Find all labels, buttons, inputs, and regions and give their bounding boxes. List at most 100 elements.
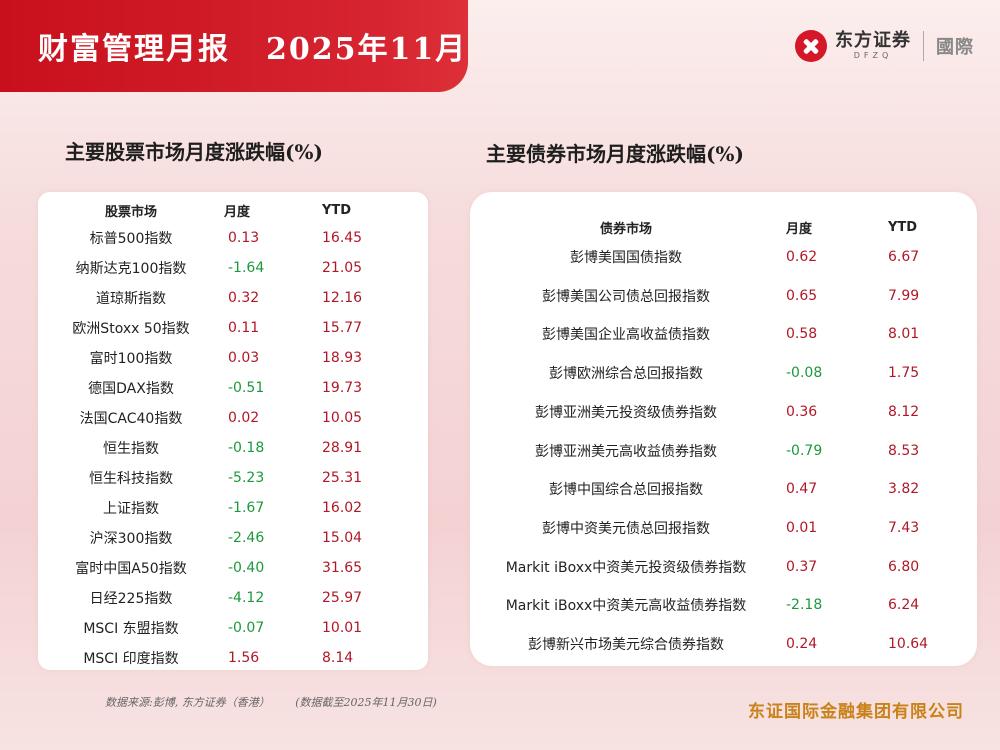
table-row: MSCI 东盟指数 -0.07 10.01 — [38, 618, 428, 638]
header-banner: 财富管理月报 2025年11月 — [0, 0, 468, 92]
row-month-change: 0.37 — [786, 558, 818, 575]
row-name: 沪深300指数 — [89, 531, 173, 547]
column-header-market: 股票市场 — [104, 204, 157, 220]
row-ytd-change: 6.24 — [888, 597, 920, 614]
row-ytd-change: 15.04 — [322, 530, 363, 546]
row-ytd-change: 6.67 — [888, 249, 920, 265]
row-ytd-change: 25.97 — [322, 590, 363, 606]
table-row: 沪深300指数 -2.46 15.04 — [38, 528, 428, 548]
row-month-change: -2.46 — [228, 530, 265, 546]
row-month-change: 0.36 — [786, 403, 818, 420]
row-ytd-change: 7.99 — [888, 287, 920, 304]
row-ytd-change: 12.16 — [322, 290, 363, 306]
row-ytd-change: 7.43 — [888, 519, 920, 536]
column-header-ytd: YTD — [322, 202, 352, 218]
table-row: 彭博美国公司债总回报指数 0.65 7.99 — [470, 286, 977, 306]
logo-name-en: DFZQ — [853, 51, 893, 60]
row-name: 恒生指数 — [103, 441, 159, 457]
row-name: 彭博中资美元债总回报指数 — [542, 520, 710, 537]
logo-divider — [923, 31, 924, 61]
row-ytd-change: 28.91 — [322, 440, 363, 456]
row-name: Markit iBoxx中资美元高收益债券指数 — [505, 598, 747, 615]
row-month-change: 0.32 — [228, 290, 260, 306]
logo-suffix: 國際 — [936, 37, 974, 58]
report-date: 2025年11月 — [266, 32, 468, 67]
table-header: 债券市场 月度 YTD — [470, 218, 977, 237]
column-header-month: 月度 — [786, 221, 813, 237]
logo-mark-icon — [795, 30, 827, 62]
row-month-change: 0.03 — [228, 350, 260, 366]
row-month-change: 0.11 — [228, 320, 260, 336]
row-ytd-change: 8.14 — [322, 650, 354, 666]
table-row: 富时中国A50指数 -0.40 31.65 — [38, 558, 428, 578]
logo-text: 东方证券 DFZQ — [835, 31, 911, 61]
row-ytd-change: 18.93 — [322, 350, 363, 366]
table-row: 彭博中国综合总回报指数 0.47 3.82 — [470, 479, 977, 499]
row-month-change: -0.08 — [786, 365, 823, 382]
row-name: 彭博美国公司债总回报指数 — [542, 288, 710, 305]
row-name: 德国DAX指数 — [88, 381, 174, 397]
table-header: 股票市场 月度 YTD — [38, 201, 428, 220]
row-month-change: 0.58 — [786, 326, 818, 343]
source-text: 数据来源:彭博, 东方证券（香港） — [105, 696, 270, 709]
table-row: 纳斯达克100指数 -1.64 21.05 — [38, 258, 428, 278]
table-row: MSCI 印度指数 1.56 8.14 — [38, 648, 428, 668]
row-ytd-change: 31.65 — [322, 560, 363, 576]
row-name: 上证指数 — [103, 501, 159, 517]
stock-table: 股票市场 月度 YTD 标普500指数 0.13 16.45 纳斯达克100指数 -1.… — [38, 192, 428, 670]
table-row: 恒生指数 -0.18 28.91 — [38, 438, 428, 458]
row-name: 彭博美国企业高收益债指数 — [542, 327, 710, 344]
row-month-change: 0.62 — [786, 249, 818, 265]
row-ytd-change: 8.12 — [888, 403, 920, 420]
column-header-ytd: YTD — [888, 219, 918, 235]
column-header-month: 月度 — [224, 204, 251, 220]
row-name: 富时100指数 — [89, 351, 173, 367]
row-name: 彭博中国综合总回报指数 — [549, 482, 703, 499]
table-row: 法国CAC40指数 0.02 10.05 — [38, 408, 428, 428]
row-ytd-change: 16.45 — [322, 230, 363, 246]
row-name: MSCI 东盟指数 — [83, 621, 179, 637]
row-ytd-change: 1.75 — [888, 365, 920, 382]
company-name: 东证国际金融集团有限公司 — [748, 702, 964, 722]
row-month-change: -4.12 — [228, 590, 265, 606]
table-row: 道琼斯指数 0.32 12.16 — [38, 288, 428, 308]
row-ytd-change: 10.64 — [888, 636, 929, 652]
row-name: 彭博欧洲综合总回报指数 — [549, 366, 703, 383]
table-row: 彭博美国国债指数 0.62 6.67 — [470, 247, 977, 267]
data-source-note: 数据来源:彭博, 东方证券（香港） (数据截至2025年11月30日) — [105, 694, 437, 710]
row-ytd-change: 8.53 — [888, 442, 920, 459]
row-month-change: -2.18 — [786, 597, 823, 614]
row-name: 富时中国A50指数 — [75, 561, 187, 577]
row-name: 日经225指数 — [89, 591, 173, 607]
row-name: MSCI 印度指数 — [83, 651, 179, 667]
row-name: 彭博亚洲美元投资级债券指数 — [535, 404, 717, 421]
table-row: 恒生科技指数 -5.23 25.31 — [38, 468, 428, 488]
row-month-change: 0.24 — [786, 636, 818, 652]
row-month-change: 0.02 — [228, 410, 260, 426]
table-row: 彭博亚洲美元高收益债券指数 -0.79 8.53 — [470, 441, 977, 461]
row-ytd-change: 16.02 — [322, 500, 363, 516]
row-month-change: -0.51 — [228, 380, 265, 396]
row-ytd-change: 25.31 — [322, 470, 363, 486]
company-logo: 东方证券 DFZQ 國際 — [795, 28, 974, 64]
row-month-change: -0.79 — [786, 442, 823, 459]
row-month-change: 1.56 — [228, 650, 260, 666]
row-name: Markit iBoxx中资美元投资级债券指数 — [505, 559, 747, 576]
row-ytd-change: 6.80 — [888, 558, 920, 575]
row-name: 道琼斯指数 — [96, 291, 166, 307]
stock-section-title: 主要股票市场月度涨跌幅(%) — [65, 140, 323, 164]
report-title: 财富管理月报 — [38, 32, 230, 67]
row-month-change: 0.65 — [786, 287, 818, 304]
row-month-change: -0.18 — [228, 440, 265, 456]
row-name: 法国CAC40指数 — [79, 411, 183, 427]
as-of-text: (数据截至2025年11月30日) — [295, 696, 437, 709]
table-row: 标普500指数 0.13 16.45 — [38, 228, 428, 248]
bond-section-title: 主要债券市场月度涨跌幅(%) — [486, 142, 744, 166]
table-row: 富时100指数 0.03 18.93 — [38, 348, 428, 368]
table-row: 彭博亚洲美元投资级债券指数 0.36 8.12 — [470, 402, 977, 422]
column-header-market: 债券市场 — [599, 221, 652, 237]
bond-table: 债券市场 月度 YTD 彭博美国国债指数 0.62 6.67 彭博美国公司债总回报指数… — [470, 192, 977, 666]
row-ytd-change: 19.73 — [322, 380, 363, 396]
table-row: 日经225指数 -4.12 25.97 — [38, 588, 428, 608]
logo-name-cn: 东方证券 — [835, 30, 911, 51]
